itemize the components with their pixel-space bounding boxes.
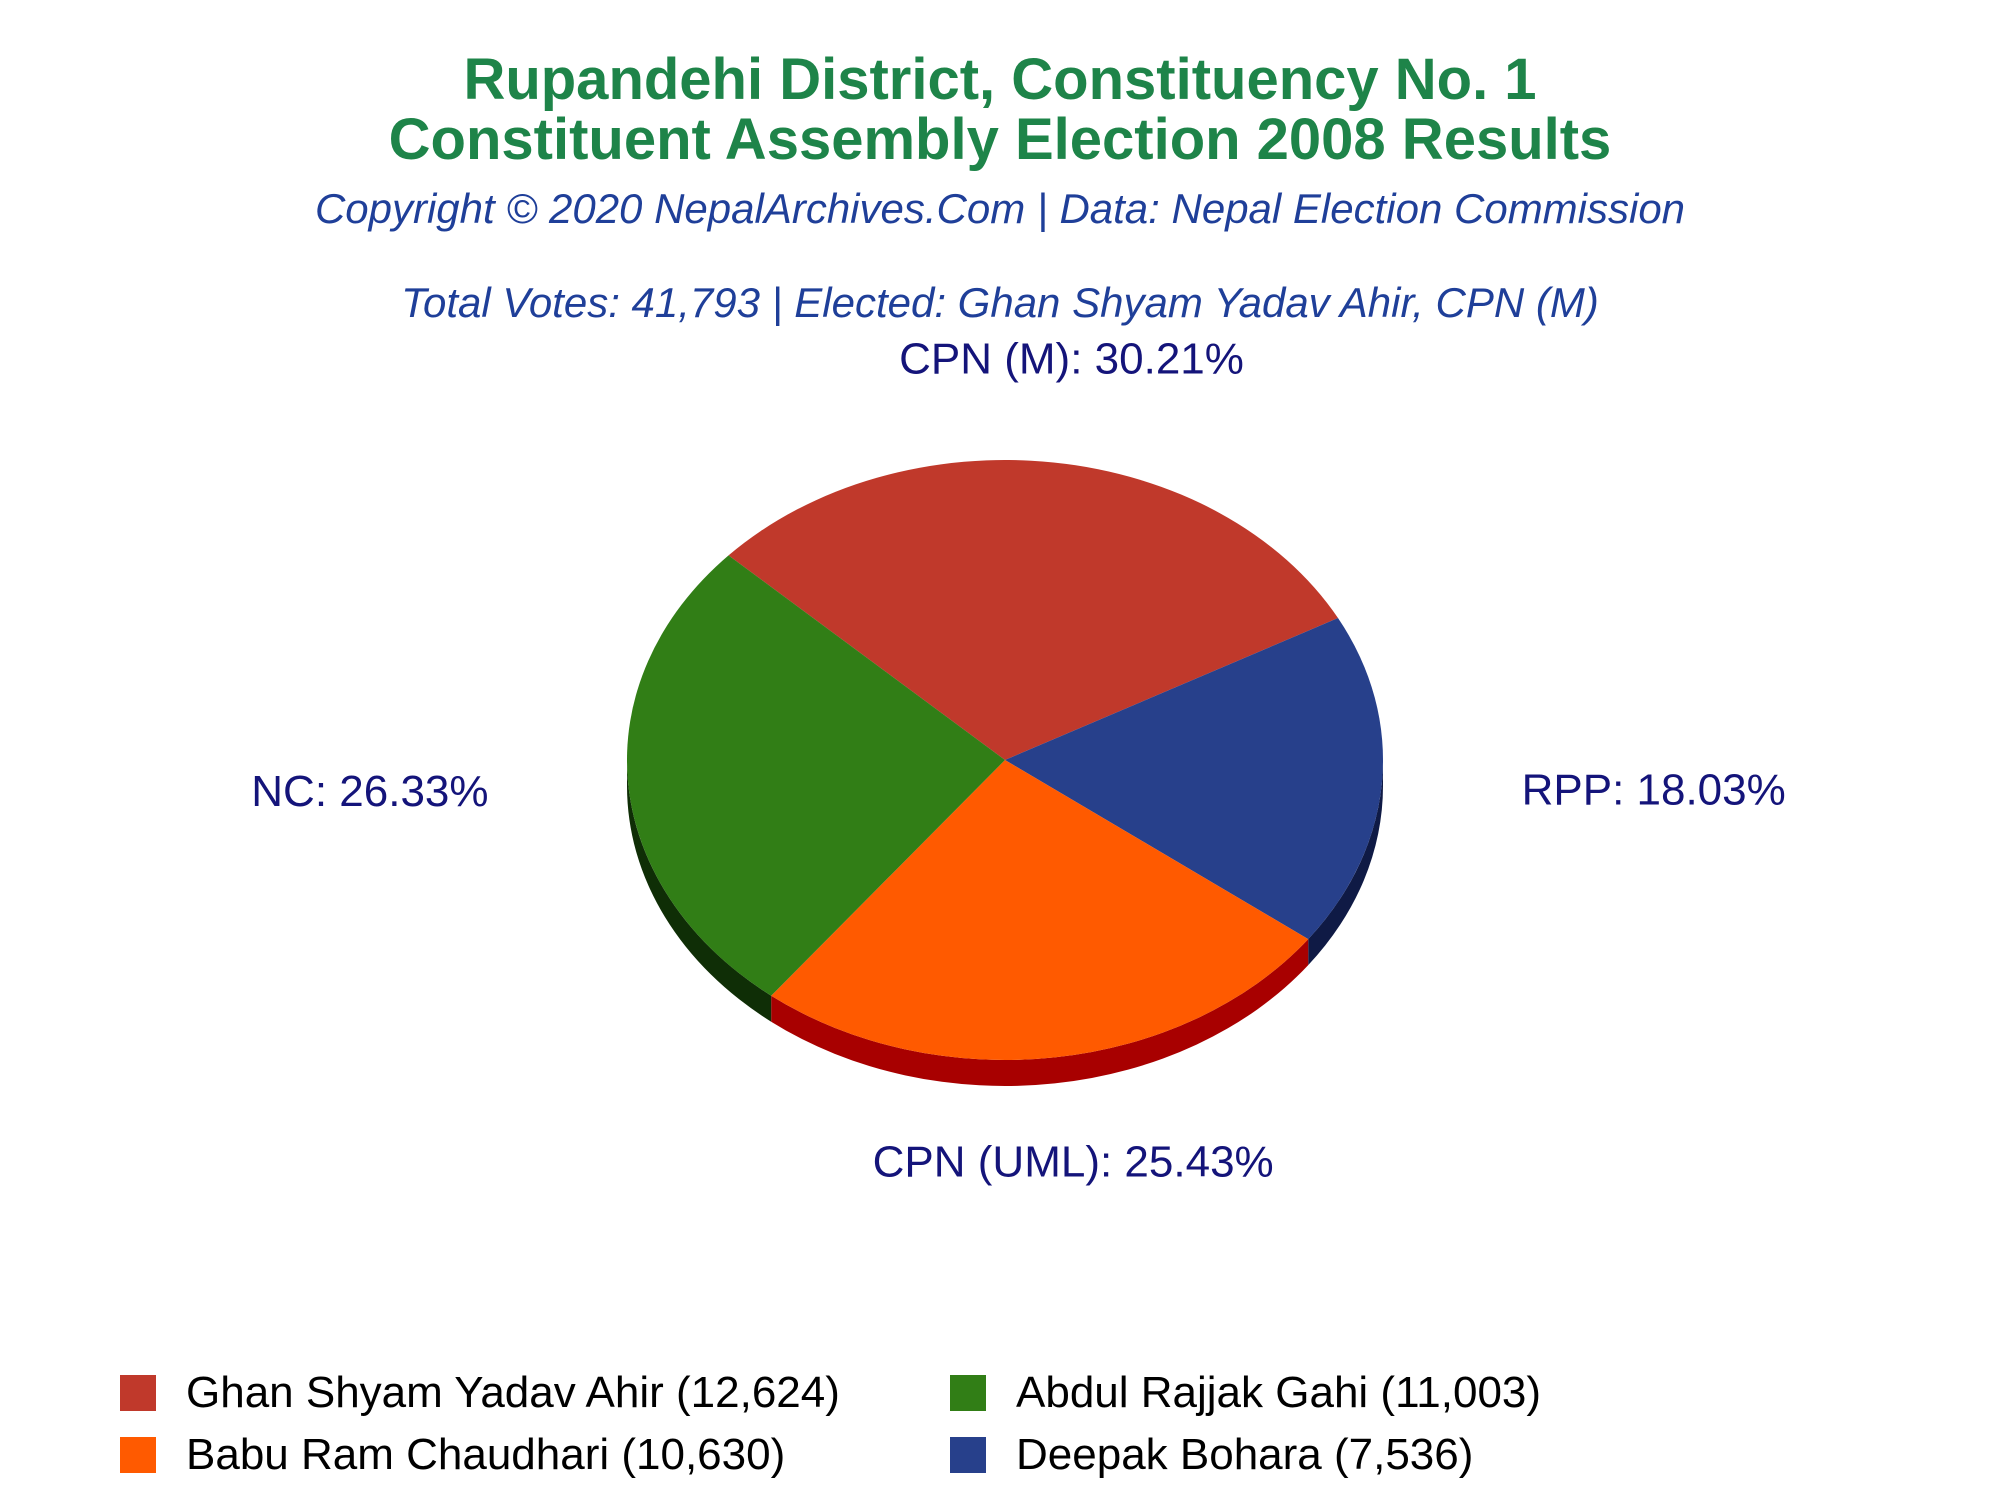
pie-slice-0 — [728, 459, 1338, 760]
legend-item: Abdul Rajjak Gahi (11,003) — [950, 1365, 1541, 1421]
legend: Ghan Shyam Yadav Ahir (12,624) Abdul Rajj… — [120, 1365, 1880, 1490]
slice-label-0: CPN (M): 30.21% — [899, 334, 1244, 383]
pie-slice-1 — [1005, 618, 1383, 940]
slice-label-3: NC: 26.33% — [251, 767, 488, 816]
slice-label-1: RPP: 18.03% — [1522, 766, 1786, 815]
legend-label: Deepak Bohara (7,536) — [1016, 1430, 1474, 1479]
legend-item: Ghan Shyam Yadav Ahir (12,624) — [120, 1365, 840, 1421]
legend-label: Babu Ram Chaudhari (10,630) — [186, 1430, 786, 1479]
legend-item: Deepak Bohara (7,536) — [950, 1427, 1473, 1483]
pie-slice-2 — [771, 760, 1309, 1060]
pie-slice-3 — [626, 555, 1005, 996]
pie-side-3 — [627, 760, 772, 1022]
chart-title: Rupandehi District, Constituency No. 1 — [463, 47, 1537, 112]
legend-swatch — [950, 1437, 986, 1473]
legend-swatch — [120, 1375, 156, 1411]
legend-label: Ghan Shyam Yadav Ahir (12,624) — [186, 1368, 840, 1417]
pie-side-2 — [771, 939, 1309, 1086]
legend-label: Abdul Rajjak Gahi (11,003) — [1016, 1368, 1542, 1417]
legend-swatch — [120, 1437, 156, 1473]
summary-note: Total Votes: 41,793 | Elected: Ghan Shya… — [401, 279, 1599, 326]
slice-label-2: CPN (UML): 25.43% — [873, 1137, 1274, 1186]
chart-subtitle: Constituent Assembly Election 2008 Resul… — [388, 107, 1612, 172]
copyright-note: Copyright © 2020 NepalArchives.Com | Dat… — [314, 185, 1686, 232]
legend-item: Babu Ram Chaudhari (10,630) — [120, 1427, 785, 1483]
pie-side-1 — [1308, 760, 1383, 966]
legend-swatch — [950, 1375, 986, 1411]
